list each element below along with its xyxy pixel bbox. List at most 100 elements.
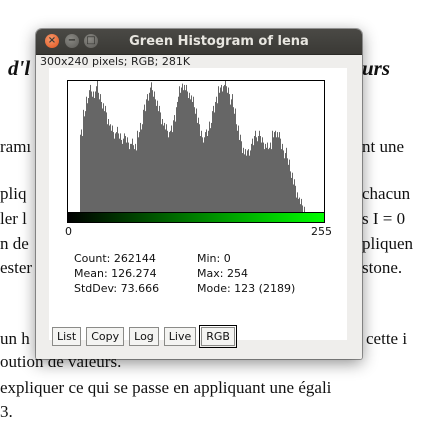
- histogram-bar: [133, 145, 134, 212]
- histogram-bar: [235, 108, 236, 212]
- histogram-bar: [217, 103, 218, 212]
- histogram-bar: [99, 99, 100, 212]
- histogram-bar: [211, 122, 212, 212]
- histogram-bar: [239, 139, 240, 212]
- histogram-bar: [180, 92, 181, 212]
- histogram-bar: [123, 138, 124, 212]
- histogram-bar: [141, 129, 142, 212]
- histogram-bar: [143, 109, 144, 212]
- histogram-bar: [162, 118, 163, 212]
- histogram-bar: [245, 149, 246, 212]
- mode-stat: Mode: 123 (2189): [197, 282, 296, 295]
- histogram-bar: [140, 122, 141, 212]
- histogram-bar: [139, 132, 140, 212]
- histogram-bar: [300, 204, 301, 212]
- histogram-bar: [111, 130, 112, 212]
- histogram-bar: [274, 132, 275, 212]
- histogram-bar: [297, 192, 298, 212]
- log-button[interactable]: Log: [129, 327, 159, 346]
- histogram-bar: [201, 130, 202, 212]
- histogram-bar: [128, 142, 129, 212]
- histogram-bar: [113, 132, 114, 212]
- histogram-bar: [125, 136, 126, 212]
- histogram-bar: [119, 138, 120, 212]
- histogram-bar: [223, 86, 224, 212]
- histogram-bar: [225, 81, 226, 212]
- histogram-bar: [209, 121, 210, 212]
- histogram-bar: [88, 98, 89, 212]
- histogram-bar: [275, 130, 276, 212]
- histogram-bar: [270, 142, 271, 212]
- histogram-bar: [253, 145, 254, 212]
- histogram-bar: [93, 91, 94, 212]
- histogram-bar: [106, 112, 107, 212]
- live-button[interactable]: Live: [163, 327, 197, 346]
- histogram-bar: [84, 116, 85, 212]
- minimize-icon[interactable]: −: [65, 34, 79, 48]
- histogram-bar: [237, 130, 238, 212]
- histogram-bar: [102, 108, 103, 212]
- histogram-bar: [281, 149, 282, 212]
- histogram-bar: [292, 172, 293, 212]
- stats-left: Count: 262144 Mean: 126.274 StdDev: 73.6…: [74, 251, 159, 296]
- histogram-bar: [238, 125, 239, 212]
- histogram-bar: [243, 147, 244, 212]
- close-icon[interactable]: ×: [45, 34, 59, 48]
- histogram-bar: [172, 132, 173, 212]
- histogram-bar: [87, 103, 88, 212]
- histogram-bar: [155, 99, 156, 212]
- histogram-bar: [177, 101, 178, 212]
- histogram-bar: [251, 143, 252, 212]
- copy-button[interactable]: Copy: [86, 327, 125, 346]
- histogram-bar: [147, 94, 148, 212]
- doc-text-fragment: stone.: [362, 258, 403, 277]
- histogram-bar: [173, 120, 174, 212]
- title-bar[interactable]: × − □ Green Histogram of lena: [36, 29, 362, 55]
- stats-right: Min: 0 Max: 254 Mode: 123 (2189): [197, 251, 295, 296]
- histogram-bar: [289, 159, 290, 212]
- histogram-bar: [298, 198, 299, 212]
- histogram-bar: [301, 198, 302, 212]
- histogram-bar: [219, 92, 220, 212]
- histogram-bar: [150, 87, 151, 212]
- histogram-bar: [103, 103, 104, 212]
- list-button[interactable]: List: [52, 327, 82, 346]
- histogram-bar: [230, 104, 231, 212]
- histogram-bar: [204, 137, 205, 212]
- histogram-bar: [190, 99, 191, 212]
- histogram-bar: [259, 130, 260, 212]
- histogram-bar: [165, 129, 166, 212]
- button-row: List Copy Log Live RGB: [52, 325, 237, 348]
- histogram-bar: [257, 141, 258, 212]
- histogram-bar: [170, 130, 171, 212]
- histogram-bar: [160, 112, 161, 212]
- window-title: Green Histogram of lena: [129, 34, 309, 49]
- doc-text-fragment: un h: [0, 329, 30, 348]
- histogram-bar: [159, 105, 160, 212]
- histogram-bar: [194, 107, 195, 212]
- histogram-bar: [145, 111, 146, 212]
- histogram-bar: [91, 91, 92, 212]
- histogram-bar: [284, 158, 285, 212]
- histogram-bar: [185, 90, 186, 212]
- stddev-stat: StdDev: 73.666: [74, 282, 160, 295]
- histogram-bar: [296, 197, 297, 212]
- histogram-bar: [214, 112, 215, 212]
- histogram-bar: [288, 164, 289, 212]
- histogram-bar: [256, 137, 257, 212]
- histogram-bar: [189, 92, 190, 212]
- histogram-bar: [290, 171, 291, 212]
- maximize-icon[interactable]: □: [84, 34, 98, 48]
- histogram-bar: [222, 91, 223, 212]
- color-ramp-bar: [67, 212, 325, 223]
- histogram-bar: [175, 121, 176, 212]
- histogram-bar: [136, 150, 137, 212]
- histogram-bar: [116, 132, 117, 212]
- histogram-bar: [149, 92, 150, 212]
- rgb-button[interactable]: RGB: [199, 325, 237, 348]
- histogram-bar: [187, 91, 188, 212]
- histogram-bar: [232, 94, 233, 212]
- histogram-bar: [279, 132, 280, 212]
- histogram-bar: [249, 155, 250, 212]
- histogram-bar: [90, 84, 91, 212]
